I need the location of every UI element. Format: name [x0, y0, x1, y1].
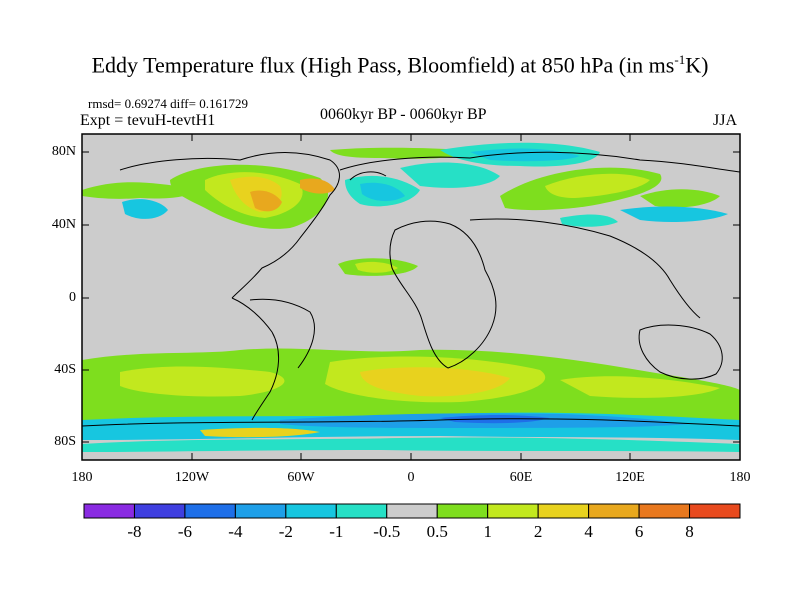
coastline-africa [389, 220, 497, 369]
flux-field [82, 142, 740, 452]
coastlines [82, 151, 740, 427]
colorbar-label: -6 [177, 522, 192, 541]
field-blob [360, 367, 510, 397]
colorbar-label: -4 [228, 522, 243, 541]
colorbar-swatch [133, 503, 186, 519]
colorbar-label: -2 [278, 522, 293, 541]
lat-tick-label: 0 [69, 290, 76, 305]
field-blob [120, 366, 285, 397]
field-blob [545, 173, 650, 198]
season-label: JJA [713, 112, 738, 129]
lat-tick-label: 80S [54, 434, 76, 449]
coastline-south-america-east [249, 298, 315, 369]
colorbar-label: -0.5 [373, 522, 401, 541]
field-blob [560, 214, 618, 227]
colorbar-label: 8 [685, 522, 694, 541]
field-blob [620, 206, 728, 222]
colorbar-swatch [285, 503, 337, 519]
field-blob [400, 162, 500, 188]
coastline-eurasia-north [339, 151, 740, 173]
lat-tick-label: 40N [51, 217, 76, 232]
stats-label: rmsd= 0.69274 diff= 0.161729 [88, 96, 248, 111]
coastline-australia [638, 324, 723, 380]
lat-tick-marks [82, 151, 740, 443]
colorbar-swatch [83, 503, 135, 519]
colorbar-label: 1 [483, 522, 492, 541]
colorbar-swatch [638, 503, 691, 519]
colorbar-label: 2 [533, 522, 543, 541]
lon-tick-marks [191, 134, 631, 460]
colorbar-swatch [335, 503, 388, 519]
field-blob [355, 261, 398, 273]
field-blob [300, 178, 335, 194]
field-blob [330, 147, 470, 159]
field-blob [82, 182, 192, 199]
colorbar-swatch [588, 503, 640, 519]
colorbar-label: 6 [634, 522, 644, 541]
field-blob [250, 190, 282, 212]
lon-tick-label: 120W [174, 470, 210, 485]
field-blob [640, 189, 720, 208]
coastline-antarctica [82, 418, 740, 427]
colorbar-swatch [689, 503, 741, 519]
lat-tick-label: 40S [54, 362, 76, 377]
coastline-greenland [349, 171, 387, 181]
period-label: 0060kyr BP - 0060kyr BP [320, 106, 487, 123]
lon-tick-label: 180 [71, 470, 93, 485]
field-blob [560, 376, 720, 398]
colorbar-swatch [184, 503, 236, 519]
field-blob [82, 437, 740, 452]
lat-tick-label: 80N [51, 144, 76, 159]
lon-tick-label: 60W [287, 470, 315, 485]
colorbar-swatch [487, 503, 539, 519]
coastline-south-america [231, 297, 280, 421]
colorbar-swatch [537, 503, 590, 519]
colorbar-label: -1 [329, 522, 344, 541]
coastline-asia-south [469, 218, 701, 319]
colorbar-label: -8 [127, 522, 142, 541]
lon-tick-label: 180 [729, 470, 751, 485]
field-blob [122, 199, 168, 219]
lon-tick-label: 60E [509, 470, 533, 485]
colorbar-label: 4 [584, 522, 593, 541]
colorbar-swatch [234, 503, 287, 519]
colorbar [83, 503, 741, 519]
colorbar-swatch [386, 503, 438, 519]
figure-title: Eddy Temperature flux (High Pass, Bloomf… [91, 52, 709, 78]
colorbar-label: 0.5 [426, 522, 448, 541]
experiment-label: Expt = tevuH-tevtH1 [80, 112, 216, 129]
lon-tick-label: 0 [407, 470, 415, 485]
coastline-north-america [119, 152, 340, 299]
field-blob [360, 182, 405, 202]
field-blob [200, 427, 320, 438]
colorbar-swatch [436, 503, 489, 519]
lon-tick-label: 120E [615, 470, 645, 485]
